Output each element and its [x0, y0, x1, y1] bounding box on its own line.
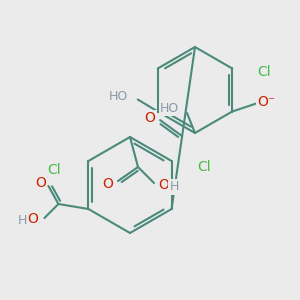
Text: O⁻: O⁻ [257, 95, 275, 110]
Text: O: O [27, 212, 38, 226]
Text: H: H [18, 214, 27, 226]
Text: O: O [145, 111, 156, 125]
Text: HO: HO [109, 90, 128, 103]
Text: Cl: Cl [257, 65, 271, 80]
Text: Cl: Cl [48, 163, 61, 177]
Text: O: O [103, 177, 113, 191]
Text: O: O [159, 178, 170, 192]
Text: HO: HO [160, 101, 179, 115]
Text: Cl: Cl [197, 160, 210, 174]
Text: H: H [169, 181, 179, 194]
Text: O: O [35, 176, 46, 190]
